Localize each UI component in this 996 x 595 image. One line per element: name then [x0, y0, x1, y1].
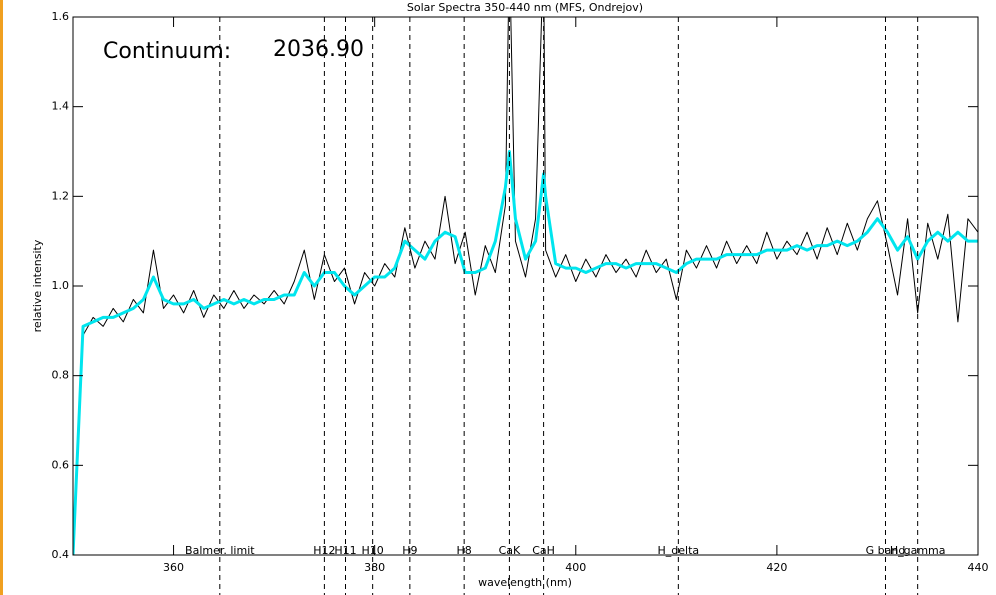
- x-tick-label: 420: [766, 561, 787, 574]
- x-tick-label: 400: [565, 561, 586, 574]
- x-tick-label: 440: [968, 561, 989, 574]
- reference-label: Balmer. limit: [185, 544, 255, 557]
- x-tick-label: 360: [163, 561, 184, 574]
- reference-label: CaK: [499, 544, 521, 557]
- chart-title: Solar Spectra 350-440 nm (MFS, Ondrejov): [407, 1, 643, 14]
- y-tick-label: 1.6: [52, 10, 70, 23]
- reference-label: H11: [334, 544, 356, 557]
- annotation: 2036.90: [273, 37, 364, 62]
- y-tick-label: 1.2: [52, 189, 70, 202]
- spectrum-line: [73, 17, 978, 555]
- reference-label: CaH: [532, 544, 555, 557]
- reference-label: H10: [362, 544, 384, 557]
- plot-area: [73, 17, 978, 555]
- y-axis-label: relative intensity: [31, 239, 44, 332]
- reference-label: H9: [402, 544, 417, 557]
- annotation: Continuum:: [103, 39, 231, 64]
- y-tick-label: 1.0: [52, 279, 70, 292]
- y-tick-label: 0.6: [52, 458, 70, 471]
- x-axis-label: wavelength (nm): [478, 576, 572, 589]
- reference-label: H8: [457, 544, 472, 557]
- y-tick-label: 1.4: [52, 100, 70, 113]
- reference-label: H_gamma: [890, 544, 946, 557]
- reference-label: H12: [313, 544, 335, 557]
- y-tick-label: 0.4: [52, 548, 70, 561]
- axes-frame: [72, 16, 979, 556]
- x-tick-label: 380: [364, 561, 385, 574]
- reference-label: H_delta: [658, 544, 700, 557]
- reference-label: G band: [866, 544, 906, 557]
- y-tick-label: 0.8: [52, 369, 70, 382]
- window-edge: [0, 0, 3, 595]
- spectrum-line: [73, 150, 978, 555]
